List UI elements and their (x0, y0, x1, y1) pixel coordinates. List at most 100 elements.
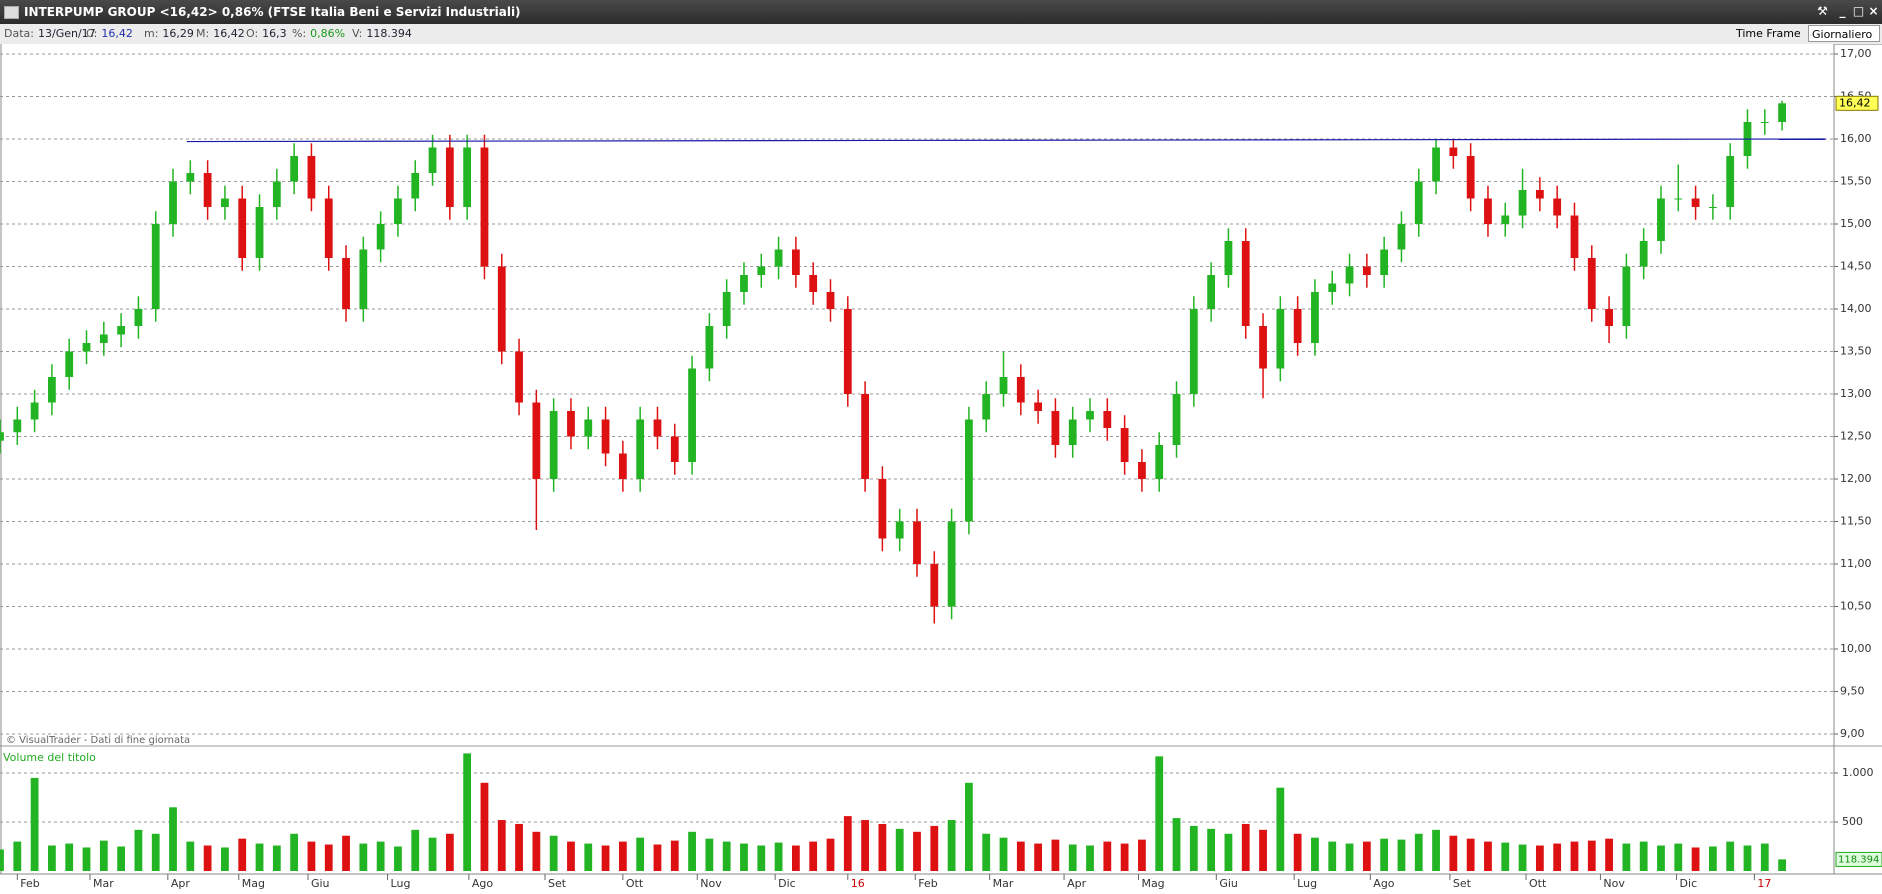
volume-bar (1501, 842, 1510, 871)
volume-bar (1328, 841, 1337, 871)
volume-bar (757, 845, 766, 871)
candle-body (394, 198, 402, 224)
volume-bar (134, 829, 143, 871)
candle-body (688, 368, 696, 462)
volume-bar (169, 807, 177, 871)
volume-bar (324, 844, 333, 871)
candle-body (1224, 241, 1233, 275)
x-tick-label: Set (548, 877, 567, 890)
volume-bar (1691, 847, 1700, 871)
x-tick-label: Ago (472, 877, 494, 890)
volume-bar (1207, 828, 1216, 871)
close-button[interactable]: × (1868, 4, 1879, 18)
volume-bar (1068, 844, 1077, 871)
y-tick-label: 14,00 (1840, 302, 1872, 315)
candle-body (722, 292, 731, 326)
candle-body (965, 419, 973, 522)
info-value: 13/Gen/17 (37, 27, 96, 40)
x-tick-label: Nov (1603, 877, 1625, 890)
candle-body (757, 266, 766, 275)
volume-bar (1380, 838, 1389, 871)
volume-bar (1449, 835, 1458, 871)
info-label: Data: (4, 27, 34, 40)
candle-body (134, 309, 143, 326)
volume-bar (584, 843, 593, 871)
candle-body (1397, 224, 1406, 250)
candle-body (255, 207, 264, 258)
y-tick-label: 10,50 (1840, 600, 1872, 613)
info-value: 16,3 (262, 27, 287, 40)
candle-body (670, 436, 679, 462)
info-label: V: (352, 27, 363, 40)
maximize-button[interactable]: □ (1852, 4, 1865, 18)
volume-bar (809, 841, 818, 871)
candle-body (1466, 156, 1475, 199)
time-frame-label: Time Frame (1736, 27, 1801, 40)
title-bar: INTERPUMP GROUP <16,42> 0,86% (FTSE Ital… (0, 0, 1882, 24)
volume-bar (221, 847, 229, 871)
candle-body (1657, 198, 1665, 241)
candle-body (1016, 377, 1025, 403)
candle-body (1259, 326, 1267, 369)
candle-body (653, 419, 662, 437)
candle-body (1639, 241, 1648, 267)
candle-body (1484, 198, 1492, 224)
volume-bar (307, 841, 316, 871)
candle-body (151, 224, 160, 309)
candle-body (359, 249, 368, 309)
volume-bar (1674, 843, 1683, 871)
candle-body (947, 521, 956, 607)
volume-bar (549, 835, 558, 871)
candle-body (1518, 190, 1527, 216)
volume-bar (1138, 839, 1146, 871)
volume-bar (1397, 839, 1406, 871)
candle-body (1414, 181, 1423, 224)
candle-body (1380, 249, 1389, 275)
y-tick-label: 9,00 (1840, 727, 1865, 740)
x-tick-label: Lug (391, 877, 411, 890)
candle-body (1293, 309, 1302, 343)
chart: 9,00 9,50 10,00 10,50 11,00 11,50 12,00 12,50 13… (0, 44, 1882, 890)
volume-bar (1605, 838, 1613, 871)
candle-body (999, 377, 1008, 394)
tools-button[interactable]: ⚒ (1817, 4, 1828, 18)
volume-bar (1414, 833, 1423, 871)
candle-body (618, 453, 627, 479)
volume-bar (1155, 756, 1164, 871)
candle-body (705, 326, 714, 369)
candle-body (774, 249, 783, 267)
info-bar: Data: 13/Gen/17 C: 16,42 m: 16,29 M: 16,42 O… (0, 24, 1882, 45)
volume-bar (722, 841, 731, 871)
volume-bar (1432, 829, 1440, 871)
volume-bar (895, 828, 904, 871)
volume-bar (1535, 845, 1544, 871)
volume-bar (1086, 845, 1094, 871)
volume-bar (913, 831, 921, 871)
volume-bar (740, 843, 748, 871)
volume-bar (791, 845, 800, 871)
volume-bar (567, 841, 575, 871)
volume-bar (48, 845, 56, 871)
candle-body (826, 292, 835, 309)
minimize-button[interactable]: _ (1839, 4, 1846, 18)
y-tick-label: 13,00 (1840, 387, 1872, 400)
y-tick-label: 15,00 (1840, 217, 1872, 230)
candle-body (1103, 411, 1112, 428)
volume-bar (618, 841, 627, 871)
volume-bar (878, 823, 887, 871)
volume-bar (1016, 841, 1025, 871)
volume-bar (0, 849, 4, 871)
candle-body (290, 156, 299, 182)
candle-body (1345, 266, 1354, 284)
time-frame-dropdown[interactable]: Giornaliero (1808, 25, 1880, 42)
info-label: O: (246, 27, 259, 40)
volume-bar (13, 841, 22, 871)
volume-bar (670, 840, 679, 871)
candle-body (1086, 411, 1094, 420)
candle-body (342, 258, 350, 309)
candle-body (186, 173, 195, 182)
info-value: 118.394 (366, 27, 412, 40)
candle-body (1622, 266, 1631, 326)
volume-bar (1034, 843, 1043, 871)
volume-bar (1760, 843, 1769, 871)
